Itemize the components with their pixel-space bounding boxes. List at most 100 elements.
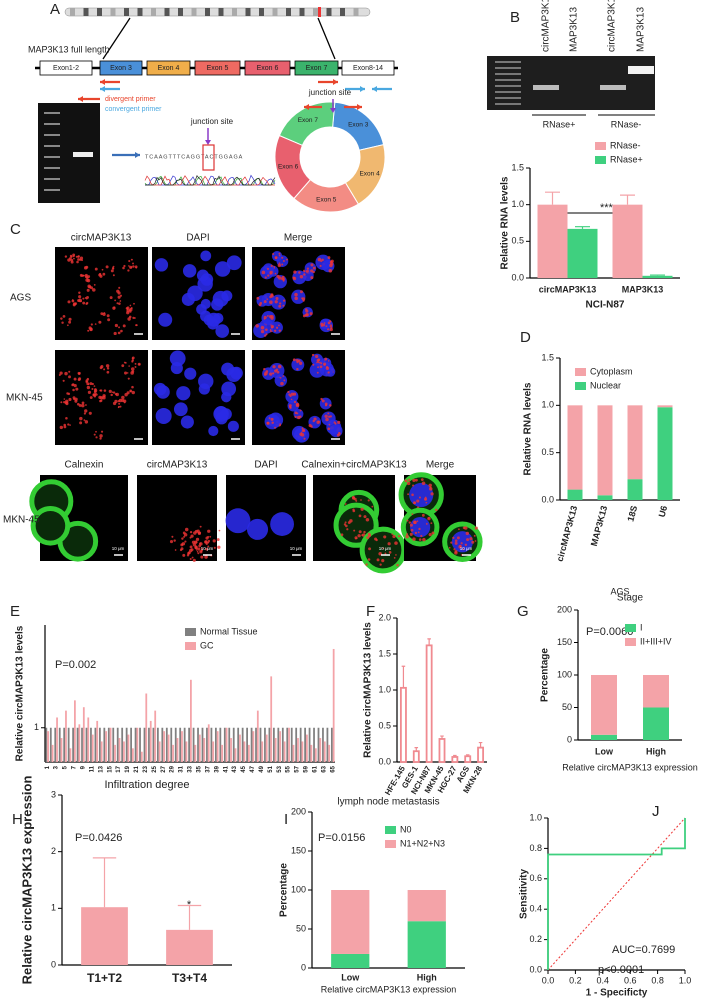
rna-signal: [320, 322, 324, 326]
rna-signal: [108, 389, 112, 393]
legend-label: I: [640, 622, 643, 632]
nucleus: [410, 517, 431, 538]
rna-signal: [196, 550, 199, 553]
rna-signal: [264, 276, 267, 279]
x-tick-label: 1: [45, 765, 51, 769]
rna-signal: [67, 392, 71, 396]
rna-signal: [406, 481, 411, 486]
bar: [407, 921, 446, 968]
bar: [313, 727, 315, 762]
rna-signal: [263, 300, 267, 304]
legend-swatch: [385, 826, 396, 834]
rna-signal: [204, 555, 208, 559]
rna-signal: [407, 478, 411, 482]
rna-signal: [130, 307, 133, 310]
x-tick-label: 18S: [625, 505, 639, 523]
rna-signal: [278, 252, 281, 255]
column-label: Calnexin+circMAP3K13: [301, 460, 407, 471]
bar: [288, 727, 290, 762]
rna-signal: [310, 425, 313, 428]
y-tick-label: 1.5: [541, 352, 554, 362]
y-tick-label: 100: [291, 884, 306, 894]
rna-signal: [269, 295, 272, 299]
rna-signal: [277, 263, 282, 268]
bar: [74, 700, 76, 762]
rna-signal: [118, 402, 121, 405]
rna-signal: [82, 274, 85, 277]
panel-label: A: [50, 1, 60, 18]
rna-signal: [316, 420, 320, 425]
rna-signal: [293, 400, 297, 404]
rna-signal: [325, 417, 329, 422]
rna-signal: [90, 323, 93, 326]
rna-signal: [197, 552, 200, 555]
cell-membrane: [359, 526, 407, 574]
bar: [268, 727, 271, 762]
bar: [130, 727, 132, 762]
bar: [123, 741, 125, 762]
bar: [332, 648, 335, 762]
rna-signal: [329, 327, 333, 332]
rna-signal: [68, 370, 71, 373]
bar: [259, 727, 262, 762]
rna-signal: [129, 390, 132, 393]
rna-signal: [101, 268, 104, 271]
rna-signal: [78, 298, 82, 303]
rna-signal: [190, 534, 194, 538]
column-label: Merge: [426, 460, 455, 471]
rna-signal: [87, 284, 91, 288]
nucleus: [187, 285, 203, 301]
gel-image: [487, 56, 655, 110]
rna-signal: [112, 391, 116, 394]
bar: [464, 755, 472, 763]
rna-signal: [81, 274, 84, 277]
rna-signal: [474, 526, 478, 530]
bar: [591, 734, 617, 740]
rna-signal: [207, 529, 211, 533]
bar: [290, 727, 293, 762]
bar: [63, 727, 66, 762]
rna-signal: [68, 375, 71, 379]
rna-signal: [126, 311, 130, 315]
rna-signal: [312, 270, 315, 274]
rna-signal: [276, 370, 280, 374]
rna-signal: [326, 328, 330, 331]
rna-signal: [213, 546, 216, 549]
rna-signal: [110, 269, 114, 273]
rna-signal: [114, 299, 117, 302]
rna-signal: [65, 399, 69, 404]
rna-signal: [294, 292, 298, 297]
rna-signal: [290, 398, 293, 401]
ideogram-band: [313, 8, 318, 16]
rna-signal: [120, 329, 123, 333]
nucleus: [176, 386, 191, 401]
rna-signal: [78, 291, 81, 294]
bar: [627, 479, 643, 500]
rna-signal: [454, 539, 458, 543]
rna-signal: [118, 326, 121, 329]
rna-signal: [473, 534, 476, 537]
rna-signal: [414, 531, 418, 535]
rna-signal: [216, 538, 220, 541]
y-tick-label: 1.0: [378, 684, 391, 694]
rna-signal: [275, 297, 279, 301]
nucleus: [261, 311, 276, 326]
rna-signal: [266, 421, 270, 425]
gel-band: [73, 152, 93, 157]
y-tick-label: 2: [51, 846, 56, 856]
rna-signal: [124, 361, 127, 364]
rna-signal: [324, 414, 328, 418]
rna-signal: [344, 503, 347, 505]
rna-signal: [67, 300, 71, 304]
rna-signal: [312, 266, 316, 270]
rna-signal: [125, 307, 129, 310]
rna-signal: [130, 371, 134, 375]
bar: [399, 686, 407, 763]
rna-signal: [417, 531, 420, 534]
error-bar: [414, 747, 419, 752]
rna-signal: [268, 417, 271, 419]
bar: [174, 727, 177, 762]
bar: [306, 734, 308, 762]
x-tick-label: T3+T4: [172, 971, 207, 985]
arrow-head: [100, 79, 105, 85]
